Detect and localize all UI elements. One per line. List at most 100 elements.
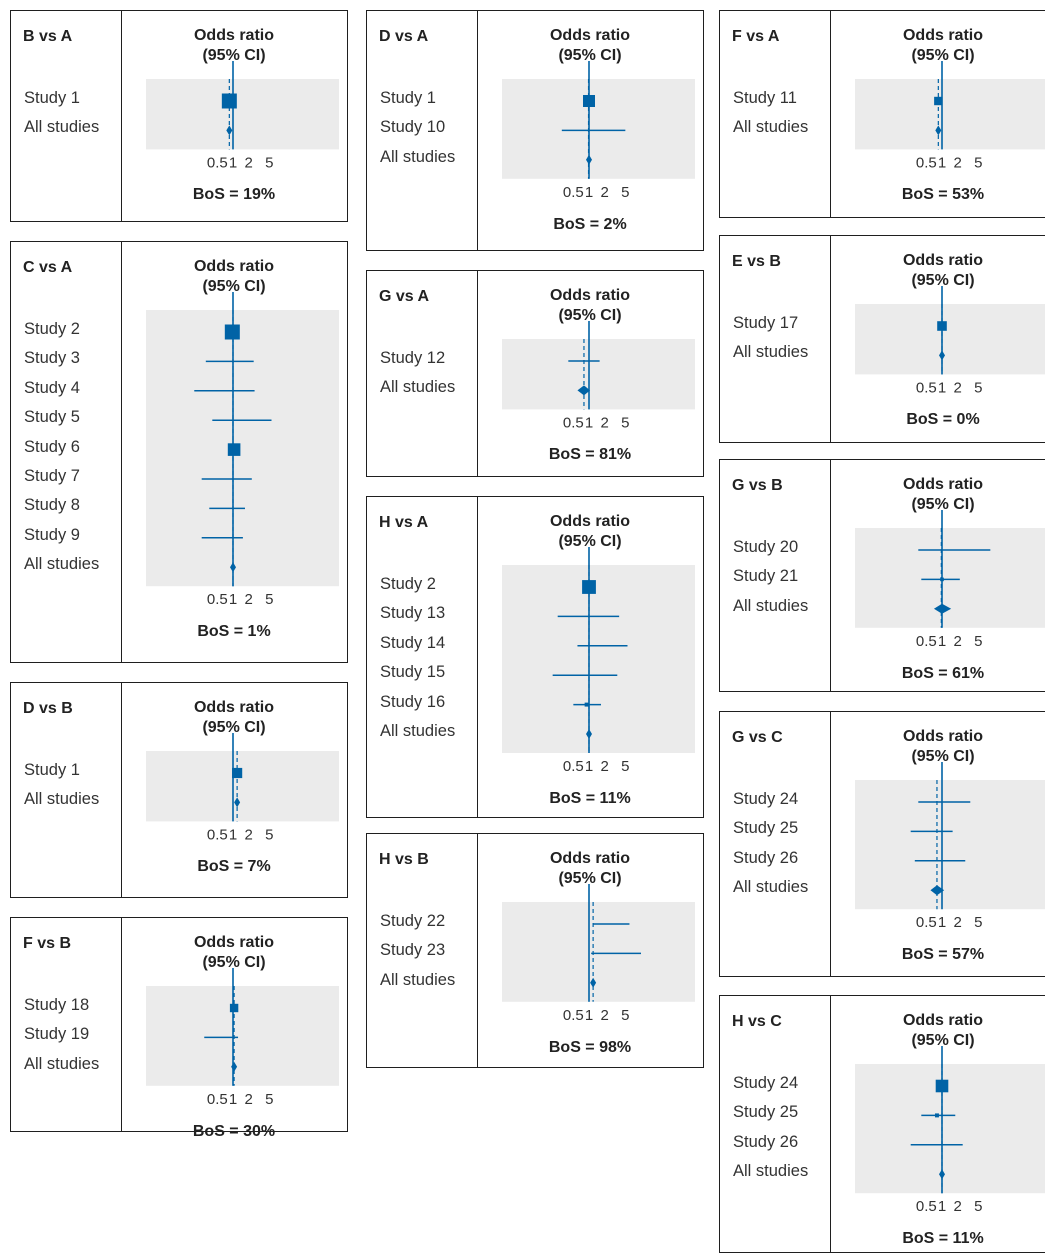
forest-plot-area: 0.5 1 2 5 xyxy=(146,61,339,171)
x-tick-label: 2 xyxy=(600,184,608,201)
study-estimate-square xyxy=(584,702,589,707)
plot-background xyxy=(855,1064,1045,1194)
forest-panel: B vs A Odds ratio (95% CI) Study 1 All studi… xyxy=(10,10,348,222)
study-label: Study 6 xyxy=(24,437,80,456)
study-estimate-square xyxy=(583,95,595,107)
x-tick-label: 5 xyxy=(265,826,273,843)
study-label: Study 22 xyxy=(380,912,446,930)
forest-plot-area: 0.5 1 2 5 xyxy=(855,510,1045,650)
comparison-title: B vs A xyxy=(23,28,73,45)
forest-plot-area: 0.5 1 2 5 xyxy=(502,321,695,431)
odds-ratio-header: Odds ratio (95% CI) xyxy=(477,26,703,66)
forest-plot-area: 0.5 1 2 5 xyxy=(855,286,1045,396)
study-estimate-square xyxy=(937,321,947,331)
study-label: Study 11 xyxy=(733,89,797,107)
overall-label: All studies xyxy=(380,147,456,166)
study-estimate-square xyxy=(935,1079,949,1093)
study-label: Study 1 xyxy=(24,89,80,107)
bos-label: BoS = 11% xyxy=(902,1230,984,1248)
odds-ratio-header: Odds ratio (95% CI) xyxy=(121,933,347,973)
x-tick-label: 0.5 xyxy=(563,184,584,201)
header-line: (95% CI) xyxy=(911,1032,975,1049)
panel-divider xyxy=(830,11,831,217)
header-line: (95% CI) xyxy=(202,719,266,736)
x-tick-label: 0.5 xyxy=(916,914,937,931)
x-tick-label: 2 xyxy=(953,1198,961,1215)
study-label: Study 12 xyxy=(380,349,446,367)
plot-background xyxy=(855,304,1045,375)
study-label: Study 2 xyxy=(380,575,436,593)
pooled-estimate-diamond xyxy=(939,1169,945,1180)
panel-divider xyxy=(121,11,122,221)
plot-background xyxy=(146,79,339,150)
study-label: Study 8 xyxy=(24,496,80,515)
header-line: (95% CI) xyxy=(202,278,266,295)
x-tick-label: 5 xyxy=(974,1198,982,1215)
x-tick-label: 2 xyxy=(600,758,608,775)
x-tick-label: 1 xyxy=(938,154,946,171)
panel-divider xyxy=(830,996,831,1252)
plot-background xyxy=(502,902,695,1002)
odds-ratio-header: Odds ratio (95% CI) xyxy=(121,26,347,66)
forest-panel: D vs B Odds ratio (95% CI) Study 1 All studi… xyxy=(10,682,348,898)
study-label: Study 7 xyxy=(24,467,80,485)
study-estimate-square xyxy=(940,577,944,582)
x-tick-label: 1 xyxy=(938,379,946,396)
study-label: Study 19 xyxy=(24,1025,90,1044)
forest-panel: E vs B Odds ratio (95% CI) Study 17 All stud… xyxy=(719,235,1045,443)
x-tick-label: 1 xyxy=(585,1007,593,1024)
forest-panel: D vs A Odds ratio (95% CI) Study 1 Study 10 A… xyxy=(366,10,704,251)
study-label: Study 26 xyxy=(733,1132,799,1151)
study-estimate-square xyxy=(934,1113,939,1118)
forest-plot-area: 0.5 1 2 5 xyxy=(855,61,1045,171)
x-tick-label: 0.5 xyxy=(563,1007,584,1024)
pooled-estimate-diamond xyxy=(586,729,592,739)
overall-label: All studies xyxy=(24,790,100,809)
study-label: Study 25 xyxy=(733,819,799,838)
header-line: (95% CI) xyxy=(558,47,622,64)
x-tick-label: 0.5 xyxy=(563,758,584,775)
pooled-estimate-diamond xyxy=(586,154,592,165)
pooled-estimate-diamond xyxy=(590,977,597,988)
x-tick-label: 5 xyxy=(621,184,629,201)
forest-panel: H vs C Odds ratio (95% CI) Study 24 Study 25… xyxy=(719,995,1045,1253)
odds-ratio-header: Odds ratio (95% CI) xyxy=(121,698,347,738)
comparison-title: G vs A xyxy=(379,288,430,305)
panel-divider xyxy=(830,236,831,442)
x-tick-label: 0.5 xyxy=(563,414,584,431)
x-tick-label: 5 xyxy=(621,1007,629,1024)
study-label: Study 24 xyxy=(733,790,799,808)
study-label: Study 25 xyxy=(733,1103,799,1122)
forest-panel: G vs C Odds ratio (95% CI) Study 24 Study 25… xyxy=(719,711,1045,977)
header-line: Odds ratio xyxy=(902,252,983,269)
pooled-estimate-diamond xyxy=(935,125,942,136)
header-line: Odds ratio xyxy=(902,27,983,44)
odds-ratio-header: Odds ratio (95% CI) xyxy=(830,475,1045,515)
bos-label: BoS = 81% xyxy=(548,446,632,464)
study-label: Study 1 xyxy=(24,761,80,779)
study-label: Study 21 xyxy=(733,567,799,586)
overall-label: All studies xyxy=(733,596,809,615)
header-line: (95% CI) xyxy=(911,272,975,289)
x-tick-label: 0.5 xyxy=(916,633,937,650)
pooled-estimate-diamond xyxy=(930,885,945,896)
overall-label: All studies xyxy=(733,118,809,137)
study-label: Study 5 xyxy=(24,408,80,427)
pooled-estimate-diamond xyxy=(933,603,952,614)
pooled-estimate-diamond xyxy=(230,562,236,573)
header-line: Odds ratio xyxy=(902,476,983,493)
x-tick-label: 5 xyxy=(621,758,629,775)
study-estimate-square xyxy=(582,580,596,594)
header-line: (95% CI) xyxy=(911,496,975,513)
plot-background xyxy=(502,565,695,753)
pooled-estimate-diamond xyxy=(577,385,591,396)
study-label: Study 2 xyxy=(24,320,80,338)
forest-plot-area: 0.5 1 2 5 xyxy=(146,292,339,608)
comparison-title: F vs B xyxy=(23,935,72,952)
x-tick-label: 5 xyxy=(974,379,982,396)
bos-label: BoS = 98% xyxy=(548,1038,632,1056)
plot-background xyxy=(855,528,1045,628)
x-tick-label: 2 xyxy=(600,414,608,431)
study-estimate-square xyxy=(232,767,243,779)
header-line: (95% CI) xyxy=(202,954,266,971)
